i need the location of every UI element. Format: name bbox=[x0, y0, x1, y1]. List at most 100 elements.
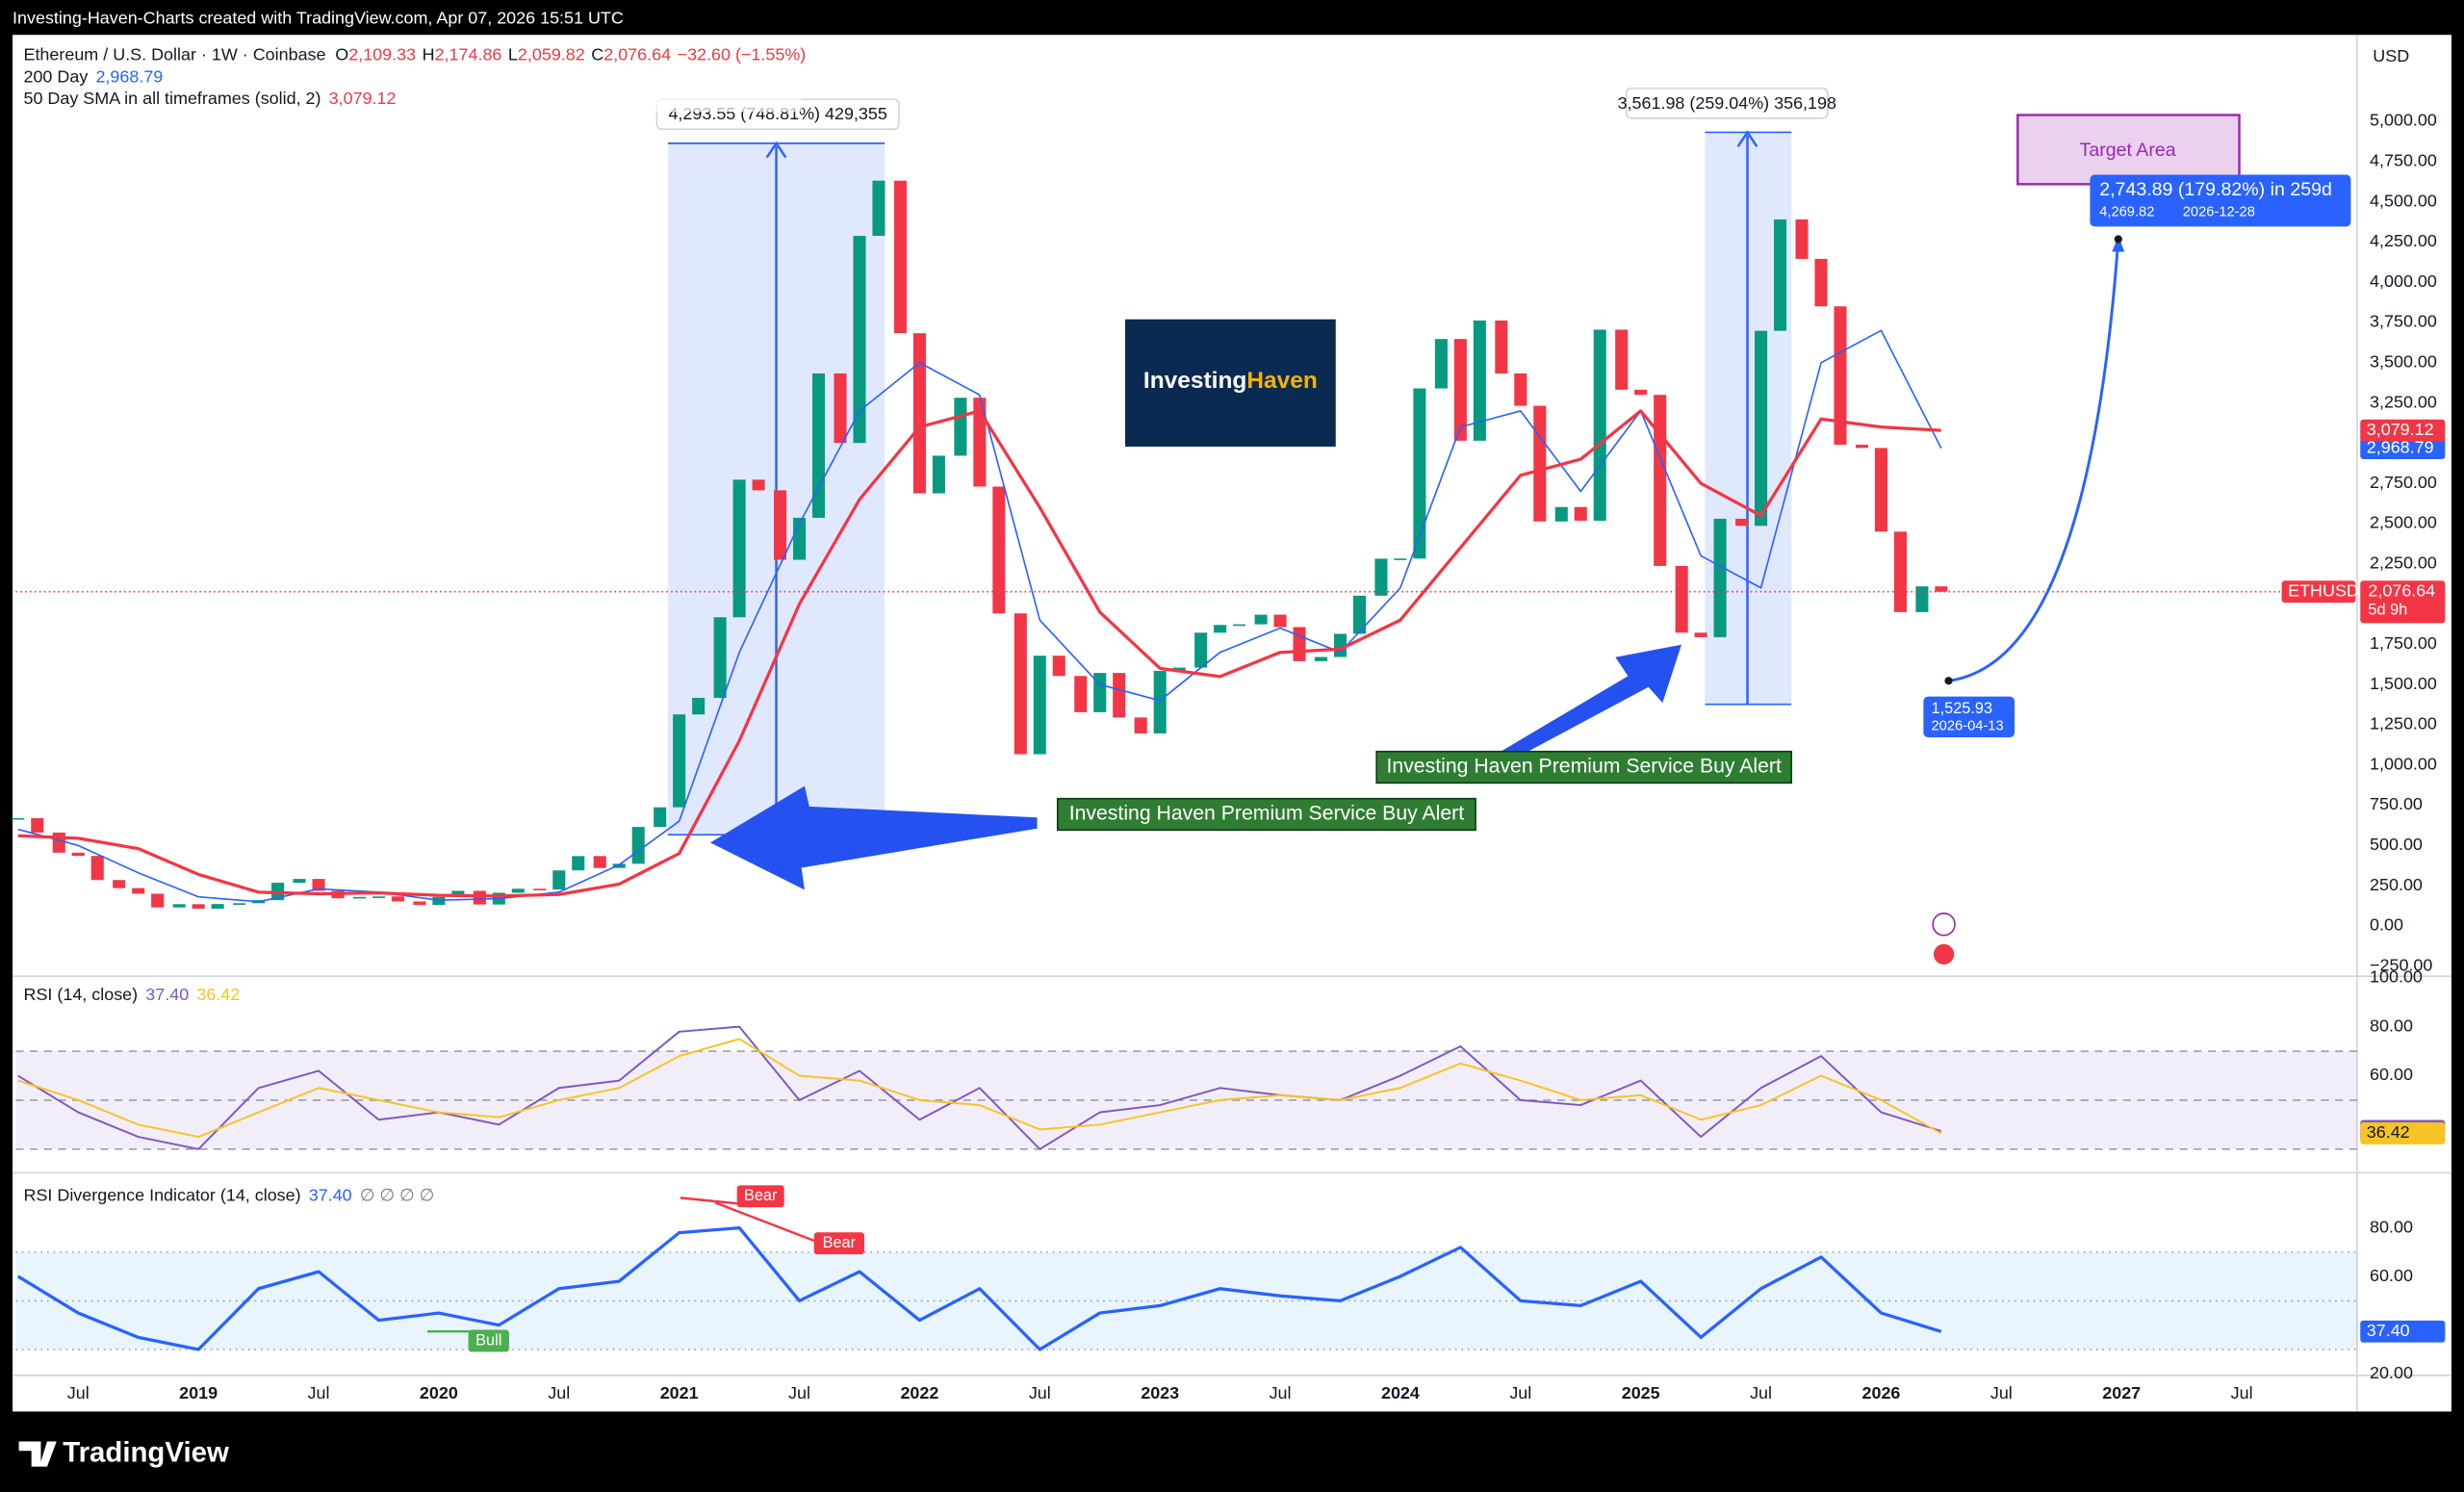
x-tick-label: Jul bbox=[1990, 1383, 2013, 1402]
y-tick-label: 3,250.00 bbox=[2370, 392, 2437, 411]
x-tick-label: 2022 bbox=[900, 1383, 938, 1402]
y-tick-label: 5,000.00 bbox=[2370, 111, 2437, 130]
projection-head bbox=[2112, 236, 2125, 252]
y-tick-label: 20.00 bbox=[2370, 1363, 2413, 1382]
x-tick-label: 2023 bbox=[1141, 1383, 1179, 1402]
candle bbox=[552, 870, 566, 890]
symbol-badge-label: ETHUSD bbox=[2288, 580, 2359, 600]
watermark-part: Haven bbox=[1246, 369, 1317, 395]
legend-name: 50 Day SMA in all timeframes (solid, 2) bbox=[23, 89, 321, 108]
target-box bbox=[2016, 114, 2241, 186]
candle bbox=[752, 479, 765, 491]
candle bbox=[511, 888, 525, 893]
brand: TradingView bbox=[63, 1436, 229, 1468]
candle bbox=[372, 896, 385, 898]
candle bbox=[12, 817, 25, 820]
x-tick-label: Jul bbox=[548, 1383, 570, 1402]
candle bbox=[1314, 656, 1328, 661]
y-tick-label: 3,750.00 bbox=[2370, 312, 2437, 331]
candle bbox=[1014, 613, 1027, 755]
candle bbox=[1554, 506, 1568, 522]
candle bbox=[713, 617, 727, 699]
candle bbox=[52, 832, 65, 853]
candle bbox=[912, 333, 926, 494]
x-tick-label: Jul bbox=[788, 1383, 810, 1402]
ohlc-value: 2,109.33 bbox=[348, 44, 416, 64]
candle bbox=[211, 904, 224, 910]
candle bbox=[113, 880, 126, 888]
series-line bbox=[17, 1038, 1942, 1139]
candle bbox=[593, 856, 606, 868]
candle bbox=[1293, 627, 1306, 661]
candle bbox=[872, 180, 886, 237]
x-tick-label: 2026 bbox=[1862, 1383, 1901, 1402]
candle bbox=[71, 852, 85, 857]
projection-curve bbox=[1948, 239, 2120, 682]
event-icon bbox=[1932, 942, 1956, 966]
candle bbox=[1134, 717, 1147, 733]
y-tick-label: 1,000.00 bbox=[2370, 754, 2437, 773]
y-tick-label: 1,500.00 bbox=[2370, 674, 2437, 693]
candle bbox=[973, 398, 987, 487]
target-label: Target Area bbox=[2080, 140, 2176, 161]
candle bbox=[1915, 586, 1929, 612]
candle bbox=[90, 856, 104, 881]
candle bbox=[192, 904, 205, 910]
candle bbox=[1214, 625, 1227, 633]
candle bbox=[391, 896, 404, 902]
y-tick-label: 4,750.00 bbox=[2370, 151, 2437, 170]
candle bbox=[1473, 320, 1486, 441]
bear-label: Bear bbox=[823, 1234, 857, 1251]
series-line bbox=[17, 1025, 1942, 1150]
annotation-front: 4,293.55 (748.81%) 429,355 3,561.98 (259… bbox=[427, 87, 2446, 1352]
y-tick-label: 4,000.00 bbox=[2370, 271, 2437, 291]
candle bbox=[1533, 405, 1547, 522]
candle bbox=[1694, 632, 1707, 637]
price-badge-label: 36.42 bbox=[2367, 1122, 2410, 1142]
candle bbox=[1033, 656, 1046, 755]
price-badge-label: 37.40 bbox=[2367, 1321, 2410, 1340]
x-tick-label: Jul bbox=[1509, 1383, 1531, 1402]
candle bbox=[1795, 219, 1809, 259]
projection-price: 4,269.82 bbox=[2099, 205, 2154, 220]
candle bbox=[1233, 624, 1246, 627]
bear-line bbox=[714, 1201, 818, 1244]
x-tick-label: Jul bbox=[308, 1383, 330, 1402]
candle bbox=[1434, 339, 1448, 389]
candle bbox=[732, 479, 746, 618]
label-box bbox=[1625, 87, 1829, 119]
gain-label: 3,561.98 (259.04%) 356,198 bbox=[1618, 93, 1836, 113]
candle bbox=[1654, 395, 1667, 566]
series-line bbox=[16, 1225, 1942, 1351]
legend-value: 2,968.79 bbox=[95, 66, 163, 86]
ohlc-key: L bbox=[508, 44, 518, 64]
candle bbox=[793, 517, 807, 560]
candle bbox=[1634, 389, 1648, 396]
candle bbox=[932, 455, 945, 494]
chart-area bbox=[13, 35, 2451, 1412]
candle bbox=[312, 879, 325, 891]
candle bbox=[413, 901, 426, 906]
candle bbox=[1893, 531, 1907, 612]
candle bbox=[1113, 673, 1126, 718]
candle bbox=[1675, 565, 1688, 633]
candle bbox=[1093, 673, 1107, 712]
candle bbox=[834, 373, 847, 444]
candle bbox=[1755, 330, 1768, 527]
candle bbox=[473, 890, 486, 905]
change: −32.60 (−1.55%) bbox=[678, 44, 807, 64]
series-line bbox=[17, 329, 1942, 903]
candle bbox=[533, 888, 547, 890]
candle bbox=[992, 486, 1006, 614]
projection-start bbox=[1944, 677, 1953, 685]
price-badge bbox=[2360, 1122, 2446, 1145]
x-tick-label: Jul bbox=[1750, 1383, 1772, 1402]
watermark: InvestingHaven bbox=[1143, 369, 1318, 395]
candle bbox=[631, 827, 645, 864]
x-tick-label: Jul bbox=[1029, 1383, 1051, 1402]
candle bbox=[673, 714, 686, 808]
candle bbox=[1935, 586, 1948, 592]
candle bbox=[692, 698, 706, 715]
candle bbox=[1874, 448, 1887, 532]
countdown: 5d 9h bbox=[2368, 602, 2407, 619]
